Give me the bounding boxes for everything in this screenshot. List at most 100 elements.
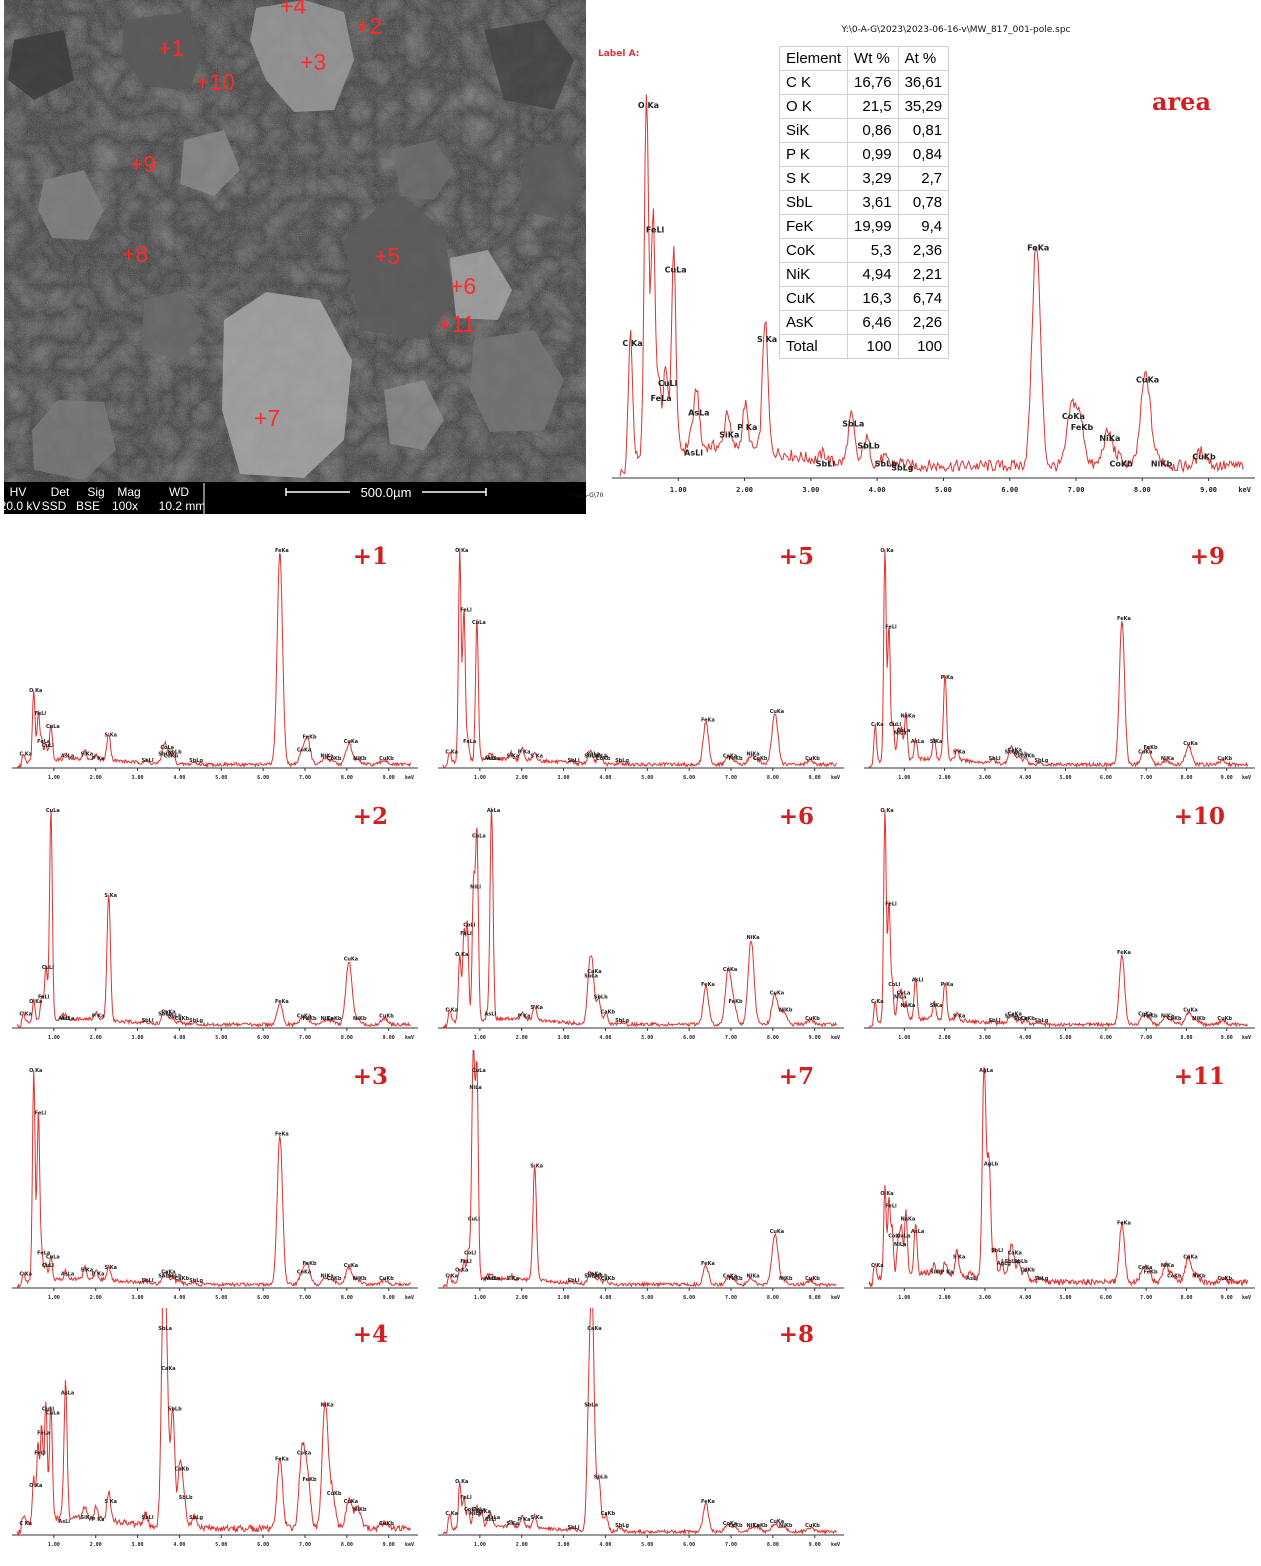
peak-label: NiKb — [353, 756, 367, 762]
peak-label: NiLa — [894, 995, 906, 1001]
peak-label: O Ka — [29, 999, 42, 1005]
peak-label: FeKa — [1027, 244, 1049, 253]
peak-label: AsLl — [484, 756, 496, 762]
x-tick-label: 8.00 — [767, 1035, 779, 1041]
x-tick-label: 4.00 — [173, 1035, 185, 1041]
x-tick-label: 4.00 — [869, 486, 886, 494]
peak-label: NiKa — [747, 935, 760, 941]
peak-label: CoKb — [327, 756, 342, 762]
peak-label: CuLl — [42, 965, 54, 971]
peak-label: AsLa — [61, 1016, 74, 1022]
x-tick-label: 4.00 — [1019, 775, 1031, 781]
peak-label: FeKa — [275, 1457, 289, 1463]
sem-marker-label: +7 — [254, 405, 280, 431]
peak-label: CoKb — [1109, 460, 1133, 469]
x-tick-label: 1.00 — [898, 775, 910, 781]
peak-label: NiLa — [469, 1511, 481, 1517]
peak-label: SbLa — [584, 1274, 598, 1280]
peak-label: P Ka — [518, 1517, 531, 1523]
sem-bar-value: 10.2 mm — [159, 499, 206, 513]
peak-label: C Ka — [871, 722, 884, 728]
peak-label: AsLl — [966, 1276, 978, 1282]
spectrum-panel-spot-9: 1.00 2.00 3.00 4.00 5.00 6.00 7.00 8.00 9.00 keV C… — [856, 530, 1261, 788]
peak-label: SbLa — [584, 1402, 598, 1408]
peak-label: SbLl — [141, 1278, 153, 1284]
peak-label: S Ka — [530, 1163, 543, 1169]
peak-label: CoKb — [1167, 1016, 1182, 1022]
sem-marker-label: +10 — [196, 69, 235, 95]
x-tick-label: 8.00 — [767, 1542, 779, 1548]
x-tick-label: 8.00 — [341, 775, 353, 781]
peak-label: CoKa — [1138, 749, 1152, 755]
peak-label: CuLa — [897, 728, 911, 734]
peak-label: CaKa — [587, 1326, 601, 1332]
cell-element: CuK — [778, 286, 849, 311]
x-tick-label: 2.00 — [516, 1542, 528, 1548]
peak-label: CuLa — [472, 1068, 486, 1074]
cell-wt-percent: 0,99 — [847, 142, 899, 167]
peak-label: CuLa — [472, 620, 486, 626]
peak-label: AsLa — [61, 1390, 74, 1396]
peak-label: S Ka — [104, 893, 117, 899]
peak-label: CuLa — [472, 1507, 486, 1513]
peak-label: CoKa — [723, 1274, 737, 1280]
sem-marker-label: +4 — [280, 0, 306, 19]
peak-label: C Ka — [19, 1521, 32, 1527]
peak-label: SiKa — [930, 1003, 943, 1009]
peak-label: CuLa — [897, 1233, 911, 1239]
peak-label: CoLl — [463, 922, 475, 928]
sem-bar-header: Mag — [117, 485, 140, 499]
x-tick-label: 4.00 — [173, 1295, 185, 1301]
x-axis-label: keV — [831, 1035, 840, 1041]
peak-label: S Ka — [104, 1265, 117, 1271]
peak-label: CaKb — [175, 1276, 190, 1282]
peak-label: P Ka — [941, 675, 954, 681]
sem-marker-label: +6 — [450, 273, 476, 299]
cell-wt-percent: 6,46 — [847, 310, 899, 335]
cell-at-percent: 35,29 — [897, 94, 950, 119]
peak-label: CuLa — [46, 808, 60, 814]
spectrum-line — [442, 1050, 837, 1288]
x-tick-label: 9.00 — [383, 775, 395, 781]
sem-bar-value: 20.0 kV — [4, 499, 40, 513]
peak-label: S Ka — [757, 335, 777, 344]
peak-label: CaKa — [161, 1269, 175, 1275]
peak-label: NiKb — [779, 1276, 793, 1282]
panel-label: +5 — [779, 543, 814, 570]
peak-label: NiKa — [321, 754, 334, 760]
spectrum-panel-spot-11: 1.00 2.00 3.00 4.00 5.00 6.00 7.00 8.00 9.00 keV C… — [856, 1050, 1261, 1308]
x-tick-label: 2.00 — [939, 1035, 951, 1041]
table-row: AsK 6,46 2,26 — [778, 310, 950, 335]
sem-bar-header: HV — [10, 485, 27, 499]
x-tick-label: 1.00 — [48, 1295, 60, 1301]
x-axis-label: keV — [1238, 486, 1251, 494]
peak-label: NaKa — [901, 713, 916, 719]
peak-label: CoKb — [596, 756, 611, 762]
peak-label: FeKb — [302, 1477, 316, 1483]
sem-bar-value: SSD — [42, 499, 67, 513]
spectrum-line — [16, 1308, 411, 1537]
panel-label: area — [1152, 87, 1211, 116]
cell-element: C K — [778, 70, 849, 95]
peak-label: CoKb — [164, 754, 179, 760]
cell-wt-percent: 16,76 — [847, 70, 899, 95]
peak-label: AsLa — [487, 1515, 500, 1521]
peak-label: AgLg — [997, 1261, 1012, 1267]
sem-bar-header: Det — [51, 485, 70, 499]
x-tick-label: 5.00 — [935, 486, 952, 494]
x-tick-label: 6.00 — [683, 1542, 695, 1548]
peak-label: AsLl — [912, 978, 924, 984]
cell-wt-percent: 5,3 — [847, 238, 899, 263]
peak-label: P Ka — [518, 749, 531, 755]
peak-label: SbLa — [1005, 749, 1019, 755]
x-tick-label: 2.00 — [90, 1035, 102, 1041]
cell-element: O K — [778, 94, 849, 119]
peak-label: CaKa — [587, 969, 601, 975]
peak-label: CoKa — [1138, 1012, 1152, 1018]
peak-label: FeKb — [728, 1523, 742, 1529]
peak-label: SbLb — [594, 995, 608, 1001]
spectrum-line — [868, 549, 1249, 768]
peak-label: CuKb — [1217, 1276, 1232, 1282]
peak-label: NiKb — [779, 1007, 793, 1013]
peak-label: NiLa — [894, 730, 906, 736]
